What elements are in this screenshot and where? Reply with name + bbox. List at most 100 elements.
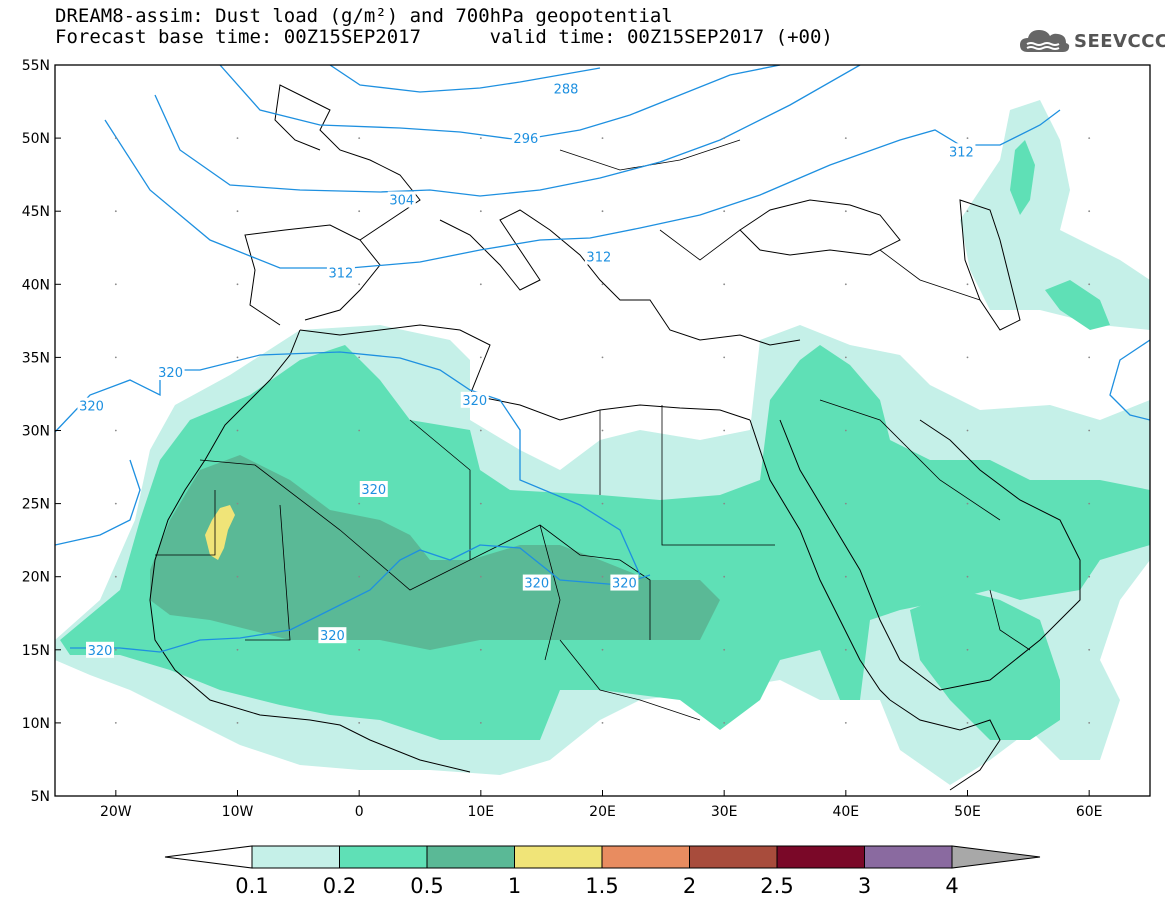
- grid-dots: [114, 137, 1091, 724]
- grid-dot: [723, 210, 726, 213]
- grid-dot: [358, 429, 361, 432]
- border-turkey-iran: [879, 249, 981, 301]
- grid-dot: [479, 648, 482, 651]
- contour-label-bg: [156, 364, 185, 381]
- grid-dot: [966, 502, 969, 505]
- colorbar-segment: [864, 845, 953, 869]
- grid-dot: [723, 283, 726, 286]
- grid-dot: [1088, 648, 1091, 651]
- map-title: DREAM8-assim: Dust load (g/m²) and 700hP…: [55, 5, 673, 27]
- coast-italy-balkans: [439, 209, 801, 346]
- contour-320-north: [55, 351, 641, 576]
- dust-region-medium-aral: [1045, 280, 1110, 330]
- border-mauritania: [155, 490, 216, 556]
- grid-dot: [1088, 722, 1091, 724]
- contour-label: 288: [554, 82, 579, 97]
- contour-label: 320: [320, 629, 345, 644]
- lat-tick-label: 55N: [22, 58, 50, 74]
- grid-dot: [723, 502, 726, 505]
- grid-dot: [236, 429, 239, 432]
- lat-tick-label: 45N: [22, 204, 50, 220]
- dust-load-field: [55, 100, 1150, 785]
- contour-304: [154, 65, 861, 197]
- seevccc-logo: SEEVCCC: [1018, 26, 1165, 56]
- longitude-axis: 20W 10W 0 10E 20E 30E 40E 50E 60E: [100, 790, 1103, 820]
- colorbar-over-arrow: [951, 845, 1041, 869]
- contour-label-bg: [584, 248, 613, 265]
- grid-dot: [723, 356, 726, 359]
- grid-dot: [358, 722, 361, 724]
- contour-320-sahel: [70, 544, 651, 653]
- lon-tick-label: 0: [355, 804, 364, 820]
- colorbar: 0.1 0.2 0.5 1 1.5 2 2.5 3 4: [164, 845, 1041, 898]
- grid-dot: [601, 575, 604, 578]
- contour-label: 320: [612, 577, 637, 592]
- dust-region-medium-caspian: [1010, 140, 1035, 215]
- grid-dot: [236, 283, 239, 286]
- contour-label: 304: [389, 194, 414, 209]
- grid-dot: [601, 356, 604, 359]
- lat-tick-label: 25N: [22, 497, 50, 513]
- grid-dot: [358, 210, 361, 213]
- coast-west-africa: [149, 329, 471, 773]
- colorbar-segment: [251, 845, 340, 869]
- grid-dot: [1088, 502, 1091, 505]
- grid-dot: [844, 210, 847, 213]
- colorbar-label: 3: [858, 874, 871, 898]
- lat-tick-label: 15N: [22, 643, 50, 659]
- grid-dot: [114, 283, 117, 286]
- grid-dot: [844, 137, 847, 140]
- grid-dot: [479, 210, 482, 213]
- grid-dot: [479, 502, 482, 505]
- grid-dot: [966, 429, 969, 432]
- grid-dot: [844, 283, 847, 286]
- border-tunisia-libya: [409, 419, 471, 560]
- grid-dot: [479, 283, 482, 286]
- colorbar-segment: [601, 845, 690, 869]
- grid-dot: [723, 429, 726, 432]
- border-central-europe: [559, 139, 741, 171]
- contour-label-bg: [77, 397, 106, 414]
- map-subtitle: Forecast base time: 00Z15SEP2017 valid t…: [55, 26, 833, 48]
- lon-tick-label: 10W: [222, 804, 254, 820]
- grid-dot: [114, 137, 117, 140]
- coast-iberia: [244, 224, 381, 326]
- contour-label-bg: [522, 574, 551, 591]
- dust-region-yellow: [205, 505, 235, 560]
- coastlines: [149, 84, 1081, 791]
- grid-dot: [358, 648, 361, 651]
- grid-dot: [1088, 356, 1091, 359]
- grid-dot: [844, 502, 847, 505]
- grid-dot: [601, 283, 604, 286]
- grid-dot: [236, 648, 239, 651]
- grid-dot: [114, 356, 117, 359]
- coast-red-sea: [749, 419, 891, 701]
- colorbar-label: 4: [945, 874, 958, 898]
- grid-dot: [844, 722, 847, 724]
- lat-tick-label: 20N: [22, 570, 50, 586]
- contour-label: 312: [586, 251, 611, 266]
- grid-dot: [844, 575, 847, 578]
- grid-dot: [966, 648, 969, 651]
- border-algeria-mali: [199, 459, 471, 591]
- grid-dot: [844, 429, 847, 432]
- grid-dot: [723, 648, 726, 651]
- grid-dot: [966, 575, 969, 578]
- contour-312-west: [104, 109, 1061, 269]
- grid-dot: [358, 502, 361, 505]
- colorbar-label: 2: [683, 874, 696, 898]
- grid-dot: [601, 210, 604, 213]
- colorbar-label: 1: [508, 874, 521, 898]
- colorbar-segment: [426, 845, 515, 869]
- grid-dot: [1088, 575, 1091, 578]
- lon-tick-label: 40E: [832, 804, 859, 820]
- contour-296: [219, 65, 781, 141]
- grid-dot: [236, 722, 239, 724]
- grid-dot: [1088, 429, 1091, 432]
- contour-label: 296: [513, 132, 538, 147]
- colorbar-label: 1.5: [585, 874, 618, 898]
- grid-dot: [114, 210, 117, 213]
- borders: [155, 139, 1031, 721]
- grid-dot: [601, 137, 604, 140]
- border-chad: [469, 524, 651, 640]
